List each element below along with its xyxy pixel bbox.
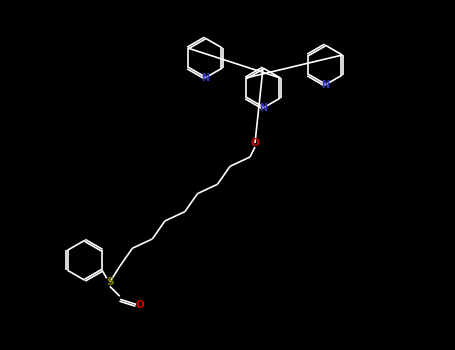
Text: S: S: [106, 277, 113, 287]
Text: O: O: [251, 138, 259, 148]
Text: N: N: [201, 73, 209, 83]
Text: N: N: [321, 80, 329, 90]
Text: O: O: [136, 300, 144, 310]
Text: N: N: [259, 103, 267, 113]
